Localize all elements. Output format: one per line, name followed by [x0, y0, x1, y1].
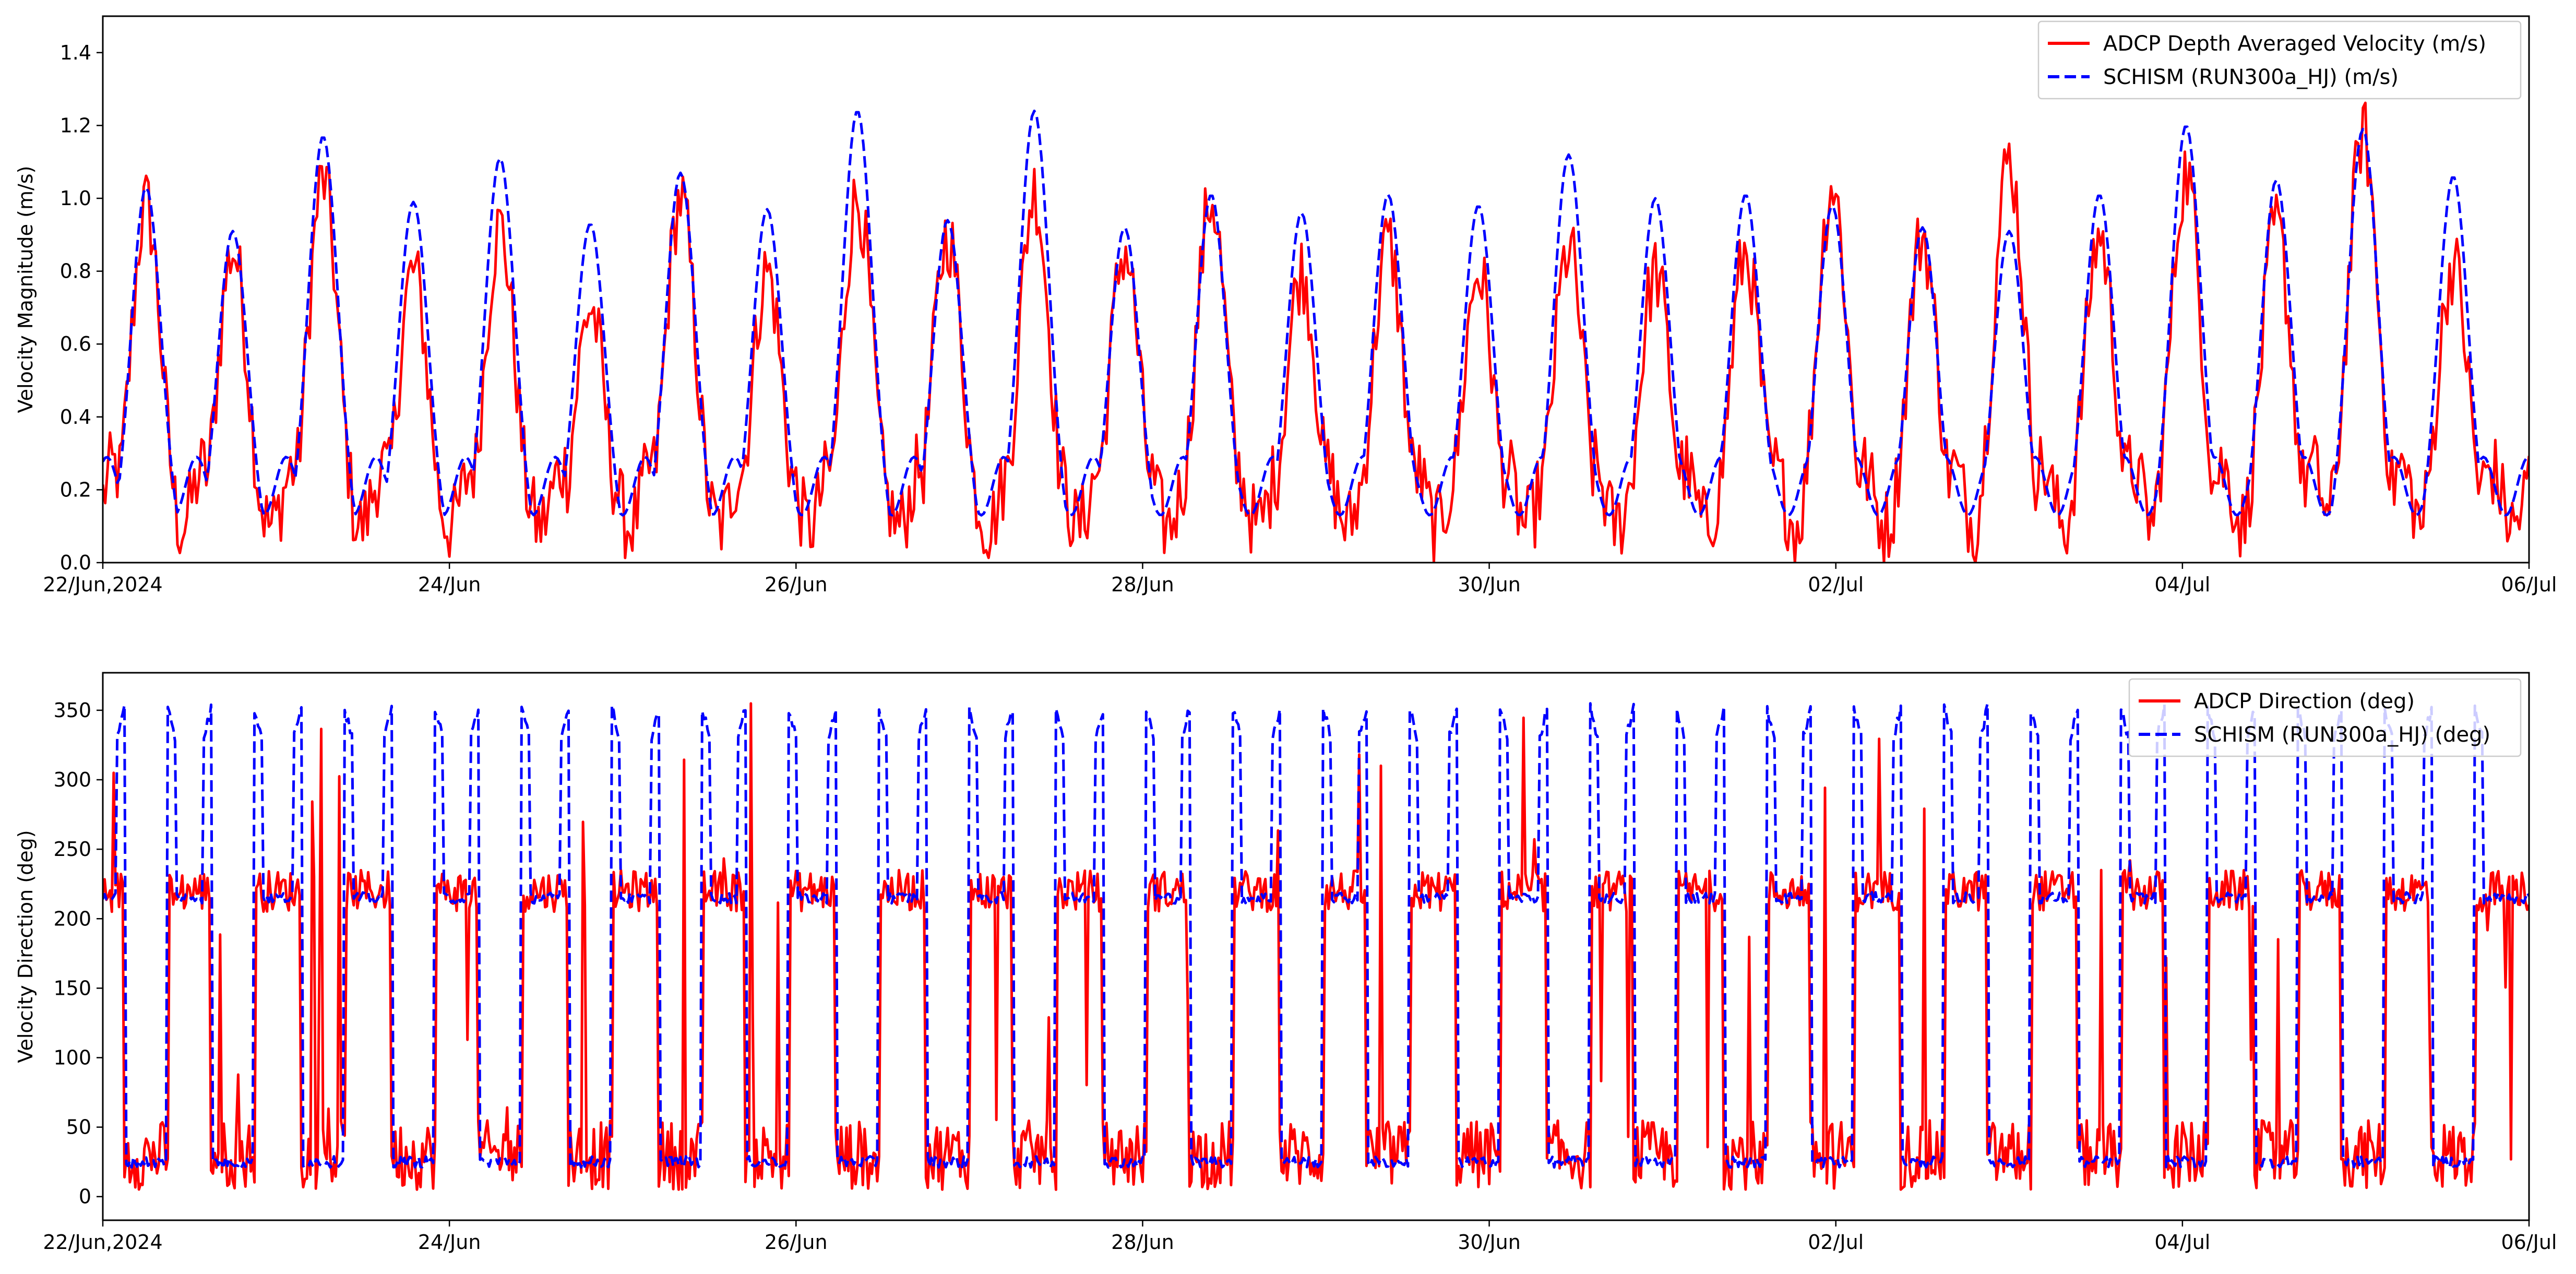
y-tick-label: 1.2 — [60, 114, 91, 137]
x-tick-label: 06/Jul — [2501, 573, 2557, 596]
y-tick-label: 0.8 — [60, 260, 91, 283]
y-tick-label: 200 — [53, 907, 91, 930]
x-tick-label: 02/Jul — [1808, 1231, 1864, 1254]
series-line-schism-direction — [103, 702, 2529, 1169]
velocity-magnitude-legend: ADCP Depth Averaged Velocity (m/s) SCHIS… — [2037, 20, 2522, 100]
legend-label-schism-velocity: SCHISM (RUN300a_HJ) (m/s) — [2103, 65, 2399, 89]
x-tick-label: 22/Jun,2024 — [43, 1231, 162, 1254]
y-tick-label: 250 — [53, 838, 91, 861]
x-tick-label: 22/Jun,2024 — [43, 573, 162, 596]
x-tick-label: 26/Jun — [765, 573, 828, 596]
x-tick-label: 02/Jul — [1808, 573, 1864, 596]
y-tick-label: 0.6 — [60, 332, 91, 355]
x-tick-label: 24/Jun — [418, 573, 481, 596]
velocity-direction-legend-box — [2128, 678, 2522, 757]
velocity-direction-y-axis-label: Velocity Direction (deg) — [14, 830, 37, 1063]
y-tick-label: 50 — [66, 1116, 91, 1139]
y-tick-label: 0 — [79, 1185, 91, 1208]
legend-label-schism-direction: SCHISM (RUN300a_HJ) (deg) — [2194, 723, 2490, 747]
velocity-direction-axes-frame — [102, 672, 2530, 1221]
x-tick-label: 24/Jun — [418, 1231, 481, 1254]
y-tick-label: 1.0 — [60, 187, 91, 210]
velocity-direction-legend: ADCP Direction (deg) SCHISM (RUN300a_HJ)… — [2128, 678, 2522, 757]
x-tick-label: 26/Jun — [765, 1231, 828, 1254]
y-tick-label: 0.2 — [60, 478, 91, 501]
y-tick-label: 150 — [53, 977, 91, 999]
velocity-magnitude-series-layer — [103, 101, 2529, 563]
x-tick-label: 30/Jun — [1458, 1231, 1521, 1254]
x-tick-label: 04/Jul — [2154, 1231, 2210, 1254]
velocity-magnitude-y-ticks: 0.0 0.2 0.4 0.6 0.8 1.0 1.2 1.4 — [60, 41, 103, 574]
x-tick-label: 06/Jul — [2501, 1231, 2557, 1254]
velocity-magnitude-x-ticks: 22/Jun,2024 24/Jun 26/Jun 28/Jun 30/Jun 02/Ju… — [43, 563, 2557, 596]
x-tick-label: 28/Jun — [1111, 1231, 1174, 1254]
x-tick-label: 30/Jun — [1458, 573, 1521, 596]
velocity-magnitude-panel: 0.0 0.2 0.4 0.6 0.8 1.0 1.2 1.4 22/Jun,2024 24/J… — [14, 15, 2557, 596]
x-tick-label: 28/Jun — [1111, 573, 1174, 596]
y-tick-label: 0.4 — [60, 406, 91, 428]
velocity-direction-x-ticks: 22/Jun,2024 24/Jun 26/Jun 28/Jun 30/Jun 02/Ju… — [43, 1220, 2557, 1254]
y-tick-label: 300 — [53, 768, 91, 791]
velocity-magnitude-axes-frame — [102, 15, 2530, 564]
y-tick-label: 350 — [53, 699, 91, 722]
x-tick-label: 04/Jul — [2154, 573, 2210, 596]
y-tick-label: 1.4 — [60, 41, 91, 64]
velocity-direction-y-ticks: 0 50 100 150 200 250 300 350 — [53, 699, 103, 1208]
legend-label-adcp-direction: ADCP Direction (deg) — [2194, 689, 2415, 713]
velocity-magnitude-legend-box — [2037, 20, 2522, 100]
series-line-schism-velocity — [103, 110, 2529, 517]
velocity-direction-series-layer — [103, 702, 2529, 1191]
legend-label-adcp-velocity: ADCP Depth Averaged Velocity (m/s) — [2103, 32, 2486, 56]
series-line-adcp-direction — [103, 702, 2529, 1191]
velocity-magnitude-y-axis-label: Velocity Magnitude (m/s) — [14, 166, 37, 413]
y-tick-label: 0.0 — [60, 551, 91, 574]
series-line-adcp-velocity — [103, 101, 2529, 563]
y-tick-label: 100 — [53, 1046, 91, 1069]
